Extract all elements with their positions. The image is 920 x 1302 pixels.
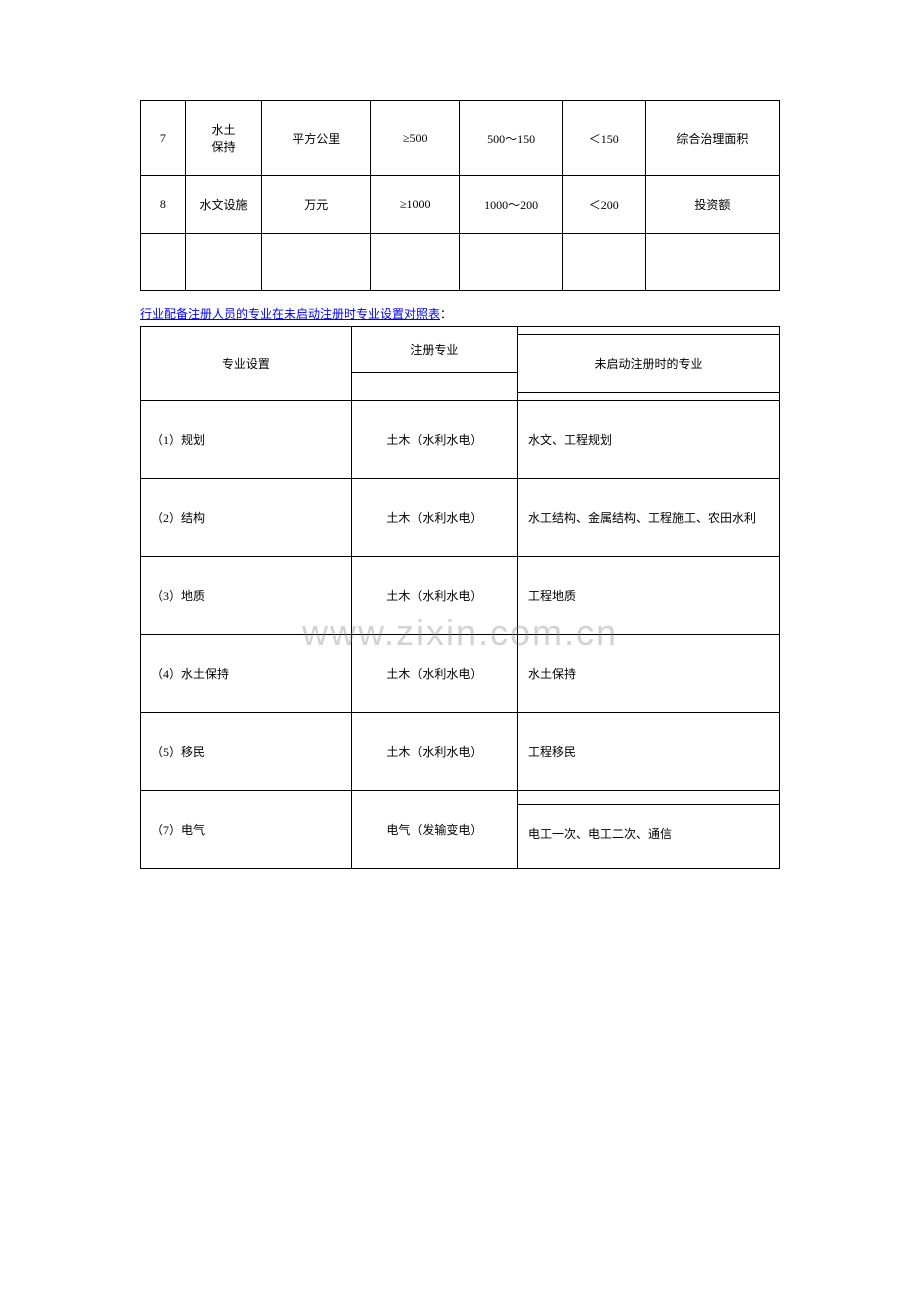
cell-specialty: （7）电气 — [141, 791, 352, 869]
header-specialty-setting: 专业设置 — [141, 327, 352, 401]
cell-note: 投资额 — [645, 176, 779, 234]
cell-note: 综合治理面积 — [645, 101, 779, 176]
cell-range-medium: 500～150 — [460, 101, 562, 176]
cell-unit: 万元 — [262, 176, 371, 234]
cell-index: 8 — [141, 176, 186, 234]
cell-registered: 电气（发输变电） — [351, 791, 517, 869]
cell-unit: 平方公里 — [262, 101, 371, 176]
cell-range-small: ＜200 — [562, 176, 645, 234]
comparison-table-link[interactable]: 行业配备注册人员的专业在未启动注册时专业设置对照表 — [140, 305, 440, 322]
cell-range-large: ≥1000 — [371, 176, 460, 234]
cell-unregistered: 工程移民 — [517, 713, 779, 791]
table-row: （2）结构 土木（水利水电） 水工结构、金属结构、工程施工、农田水利 — [141, 479, 780, 557]
table-row: （5）移民 土木（水利水电） 工程移民 — [141, 713, 780, 791]
table-row: 7 水土 保持 平方公里 ≥500 500～150 ＜150 综合治理面积 — [141, 101, 780, 176]
table-row: （7）电气 电气（发输变电） 电工一次、电工二次、通信 — [141, 791, 780, 869]
cell-empty — [141, 234, 186, 291]
cell-unregistered: 水工结构、金属结构、工程施工、农田水利 — [517, 479, 779, 557]
cell-registered: 土木（水利水电） — [351, 635, 517, 713]
cell-empty — [645, 234, 779, 291]
cell-empty — [262, 234, 371, 291]
cell-category: 水土 保持 — [185, 101, 262, 176]
table-row: （1）规划 土木（水利水电） 水文、工程规划 — [141, 401, 780, 479]
table-row: （4）水土保持 土木（水利水电） 水土保持 — [141, 635, 780, 713]
table-row: 8 水文设施 万元 ≥1000 1000～200 ＜200 投资额 — [141, 176, 780, 234]
cell-index: 7 — [141, 101, 186, 176]
table-row — [141, 234, 780, 291]
cell-range-small: ＜150 — [562, 101, 645, 176]
cell-unregistered: 水文、工程规划 — [517, 401, 779, 479]
cell-unregistered: 电工一次、电工二次、通信 — [517, 791, 779, 869]
cell-specialty: （3）地质 — [141, 557, 352, 635]
cell-specialty: （2）结构 — [141, 479, 352, 557]
section-link-wrapper: 行业配备注册人员的专业在未启动注册时专业设置对照表： — [140, 291, 780, 326]
colon: ： — [440, 307, 452, 321]
cell-empty — [562, 234, 645, 291]
cell-specialty: （4）水土保持 — [141, 635, 352, 713]
cell-specialty: （5）移民 — [141, 713, 352, 791]
table-row: （3）地质 土木（水利水电） 工程地质 — [141, 557, 780, 635]
table-project-scale: 7 水土 保持 平方公里 ≥500 500～150 ＜150 综合治理面积 8 … — [140, 100, 780, 291]
cell-registered: 土木（水利水电） — [351, 557, 517, 635]
cell-empty — [460, 234, 562, 291]
table-header-row: 专业设置 注册专业 未启动注册时的专业 — [141, 327, 780, 401]
cell-registered: 土木（水利水电） — [351, 401, 517, 479]
header-unregistered-specialty: 未启动注册时的专业 — [517, 327, 779, 401]
cell-empty — [371, 234, 460, 291]
cell-specialty: （1）规划 — [141, 401, 352, 479]
cell-category: 水文设施 — [185, 176, 262, 234]
cell-unregistered: 工程地质 — [517, 557, 779, 635]
cell-registered: 土木（水利水电） — [351, 713, 517, 791]
header-registered-specialty: 注册专业 — [351, 327, 517, 401]
cell-unregistered: 水土保持 — [517, 635, 779, 713]
cell-range-large: ≥500 — [371, 101, 460, 176]
cell-registered: 土木（水利水电） — [351, 479, 517, 557]
table-specialty-comparison: 专业设置 注册专业 未启动注册时的专业 （1）规划 土木（水利水电） 水文、工程… — [140, 326, 780, 869]
cell-range-medium: 1000～200 — [460, 176, 562, 234]
cell-empty — [185, 234, 262, 291]
